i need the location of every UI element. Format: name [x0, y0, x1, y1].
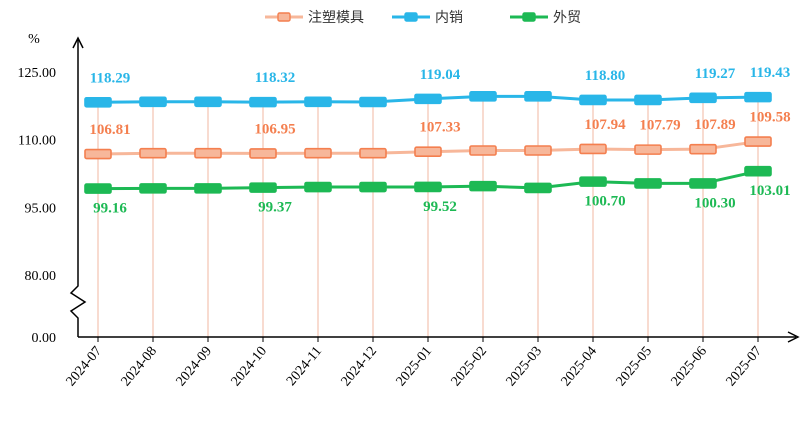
drop-lines	[97, 96, 759, 337]
data-point	[634, 144, 662, 155]
x-tick-label: 2025-03	[504, 344, 545, 389]
y-tick-label: 80.00	[25, 269, 57, 284]
x-tick-label: 2025-05	[614, 344, 655, 389]
data-point	[414, 93, 442, 105]
data-point	[579, 143, 607, 155]
data-point	[194, 147, 222, 159]
data-point	[524, 91, 552, 102]
data-point	[359, 181, 387, 193]
data-label: 107.89	[694, 117, 735, 133]
data-label: 103.01	[749, 183, 790, 199]
x-tick-label: 2024-12	[339, 344, 380, 389]
data-point	[469, 91, 497, 102]
x-axis-arrow	[787, 331, 800, 343]
data-label: 100.30	[694, 195, 735, 211]
data-point	[84, 183, 112, 194]
data-point	[249, 96, 277, 108]
data-label: 119.43	[750, 65, 790, 81]
data-label: 119.04	[420, 67, 461, 83]
legend-label: 外贸	[553, 10, 581, 26]
x-tick-label: 2025-07	[724, 344, 765, 389]
data-point	[139, 96, 167, 108]
data-label: 109.58	[749, 110, 790, 126]
x-tick-label: 2024-11	[284, 344, 325, 389]
data-point	[84, 96, 112, 108]
data-point	[84, 148, 112, 160]
data-point	[579, 94, 607, 106]
legend-swatch-marker	[522, 12, 536, 22]
y-axis-arrow	[72, 36, 84, 49]
data-point	[304, 181, 332, 193]
y-tick-label: 110.00	[18, 134, 56, 149]
data-label: 99.37	[258, 200, 292, 216]
data-point	[194, 183, 222, 194]
x-tick-label: 2024-07	[64, 344, 105, 389]
data-label: 119.27	[695, 66, 736, 82]
data-point	[359, 147, 387, 159]
x-tick-label: 2024-10	[229, 344, 270, 389]
data-point	[304, 147, 332, 159]
legend-swatch-marker	[404, 12, 418, 22]
x-tick-label: 2025-01	[394, 344, 435, 389]
data-label: 107.94	[584, 117, 626, 133]
y-tick-label: 0.00	[32, 331, 57, 346]
data-point	[139, 147, 167, 159]
data-point	[744, 165, 772, 177]
y-axis-label: %	[28, 32, 40, 47]
legend-label: 内销	[435, 10, 463, 26]
data-label: 106.81	[89, 122, 130, 138]
data-point	[414, 146, 442, 158]
x-tick-label: 2024-08	[119, 344, 160, 389]
data-label: 107.33	[419, 120, 460, 136]
data-point	[139, 183, 167, 194]
data-label: 107.79	[639, 118, 680, 134]
data-point	[249, 182, 277, 193]
data-point	[469, 180, 497, 192]
data-point	[469, 145, 497, 156]
data-point	[744, 136, 772, 147]
y-axis-line	[69, 40, 87, 337]
data-label: 99.16	[93, 201, 127, 217]
data-point	[414, 181, 442, 193]
x-tick-label: 2025-04	[559, 344, 600, 389]
data-point	[689, 143, 717, 155]
data-point	[304, 96, 332, 108]
data-point	[689, 178, 717, 189]
legend-label: 注塑模具	[308, 10, 364, 26]
data-point	[634, 178, 662, 189]
data-label: 118.32	[255, 70, 295, 86]
x-tick-label: 2025-06	[669, 344, 710, 389]
data-point	[579, 176, 607, 187]
legend: 注塑模具 内销 外贸	[265, 10, 581, 26]
y-tick-label: 95.00	[25, 201, 57, 216]
data-labels: 106.81 106.95 107.33 107.94 107.79 107.89 109.…	[89, 65, 790, 216]
legend-swatch-marker	[277, 12, 291, 22]
data-point	[359, 96, 387, 108]
axes: % 0.00 80.00 95.00 110.00 125.00 2024-07 2024-0…	[18, 32, 800, 389]
series-lines	[84, 91, 772, 194]
data-point	[634, 94, 662, 106]
data-label: 118.29	[90, 70, 130, 86]
data-point	[524, 145, 552, 156]
data-label: 118.80	[585, 68, 625, 84]
x-tick-label: 2024-09	[174, 344, 215, 389]
data-label: 99.52	[423, 199, 457, 215]
data-point	[689, 92, 717, 104]
data-point	[194, 96, 222, 108]
y-tick-label: 125.00	[18, 66, 57, 81]
data-label: 106.95	[254, 121, 295, 137]
data-point	[249, 148, 277, 159]
data-point	[744, 91, 772, 103]
data-label: 100.70	[584, 194, 625, 210]
x-tick-label: 2025-02	[449, 344, 490, 389]
data-point	[524, 182, 552, 194]
